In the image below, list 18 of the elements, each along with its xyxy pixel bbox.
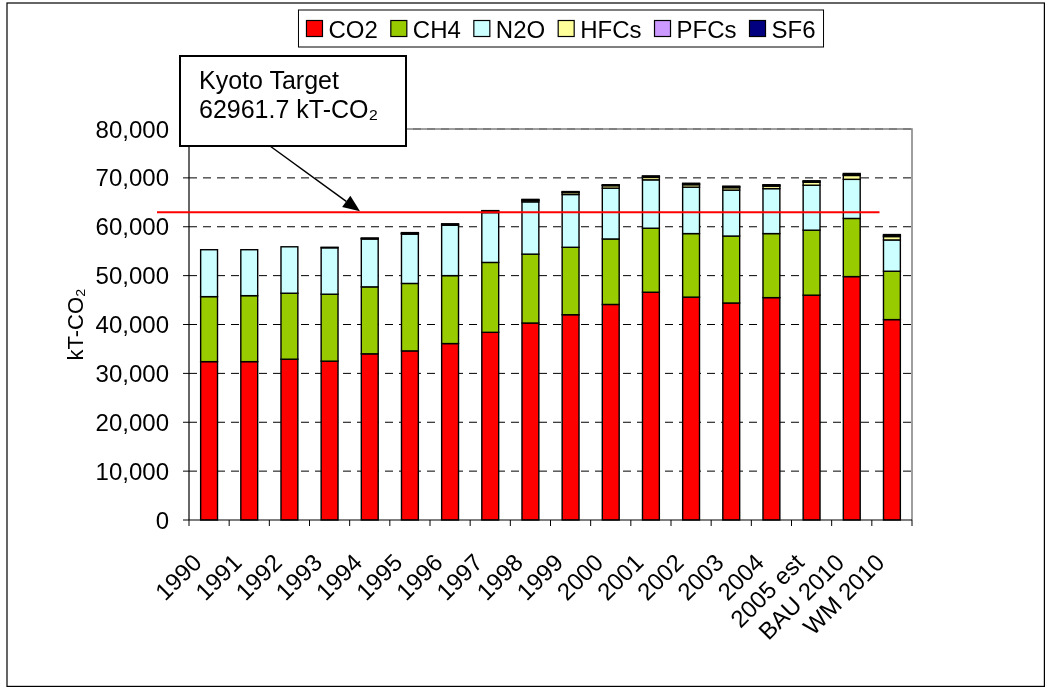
legend-label: N2O [495, 15, 546, 42]
y-tick-label: 40,000 [95, 311, 169, 338]
legend-label: CH4 [412, 15, 461, 42]
y-tick-label: 60,000 [95, 213, 169, 241]
y-tick-label: 10,000 [95, 457, 169, 485]
y-tick-label: 20,000 [95, 408, 169, 436]
y-tick-label: 30,000 [95, 359, 169, 387]
y-tick-label: 0 [155, 506, 169, 534]
legend-label: PFCs [676, 15, 737, 42]
y-tick-label: 70,000 [95, 164, 169, 192]
legend-label: SF6 [771, 15, 816, 42]
legend-label: HFCs [580, 15, 642, 42]
text: 62961.7 kT-CO₂ [199, 95, 379, 123]
text: Kyoto Target [199, 66, 339, 94]
legend-label: CO2 [328, 15, 378, 42]
y-tick-label: 80,000 [95, 115, 169, 143]
y-tick-label: 50,000 [95, 262, 169, 290]
y-axis-title: kT-CO₂ [62, 288, 88, 361]
